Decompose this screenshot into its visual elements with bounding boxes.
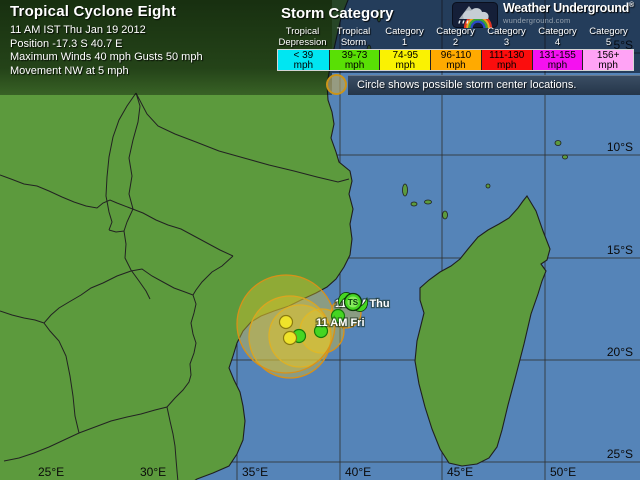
storm-title: Tropical Cyclone Eight <box>10 3 177 20</box>
island <box>442 210 448 220</box>
forecast-position-dot <box>330 308 346 324</box>
island <box>402 183 408 197</box>
category-header: Category 5 <box>589 26 628 48</box>
header-detail-line: Position -17.3 S 40.7 E <box>10 37 123 50</box>
storm-icon: TS <box>337 292 369 312</box>
category-cells: < 39 mph 39-73 mph 74-95 mph 96-110 mph 111-130 m… <box>277 49 634 71</box>
category-header: Tropical Depression <box>278 26 327 48</box>
category-range-cell: 111-130 mph <box>480 50 532 71</box>
grid-label-latitude: 25°S <box>607 447 633 461</box>
island <box>562 154 568 160</box>
logo-name-text: Weather Underground <box>503 1 630 16</box>
grid-label-longitude: 40°E <box>345 465 371 479</box>
storm-layer: 11 AM Thu TS 11 AM Fri <box>236 274 391 379</box>
storm-icon-center <box>347 296 359 308</box>
header-detail-line: Maximum Winds 40 mph Gusts 50 mph <box>10 51 203 63</box>
category-table: Tropical Depression Tropical Storm Category 1… <box>277 26 634 71</box>
header-panel <box>0 0 332 95</box>
logo-registered-mark: ® <box>629 2 634 9</box>
legend-title: Storm Category <box>281 5 394 22</box>
grid-label-latitude: 15°S <box>607 243 633 257</box>
grid-label-longitude: 25°E <box>38 465 64 479</box>
island <box>554 140 562 146</box>
category-header: Category 3 <box>487 26 526 48</box>
header-detail-line: Movement NW at 5 mph <box>10 64 129 77</box>
forecast-position-dot <box>282 330 298 346</box>
grid-label-longitude: 45°E <box>447 465 473 479</box>
africa-coastline <box>0 0 354 480</box>
category-header: Tropical Storm <box>336 26 371 48</box>
grid-label-longitude: 35°E <box>242 465 268 479</box>
category-headers: Tropical Depression Tropical Storm Category 1… <box>277 26 634 49</box>
forecast-position-dot <box>313 323 329 339</box>
track-label-day2: 11 AM Fri <box>316 317 365 329</box>
grid-label-latitude: 20°S <box>607 345 633 359</box>
category-header: Category 2 <box>436 26 475 48</box>
category-header: Category 4 <box>538 26 577 48</box>
wunderground-logo: Weather Underground® wunderground.com <box>452 2 634 28</box>
category-range-cell: 39-73 mph <box>328 50 380 71</box>
island <box>485 183 491 189</box>
logo-text: Weather Underground® wunderground.com <box>503 2 634 24</box>
circle-note: Circle shows possible storm center locat… <box>348 75 640 95</box>
category-range-cell: 156+ mph <box>582 50 634 71</box>
grid-label-longitude: 30°E <box>140 465 166 479</box>
country-borders <box>0 92 350 480</box>
category-header: Category 1 <box>385 26 424 48</box>
logo-name: Weather Underground® <box>503 2 634 15</box>
grid-label-latitude: 10°S <box>607 140 633 154</box>
madagascar <box>414 195 551 467</box>
category-range-cell: 74-95 mph <box>379 50 431 71</box>
island <box>410 201 418 207</box>
logo-domain: wunderground.com <box>503 15 571 25</box>
storm-icon-label: TS <box>348 298 359 307</box>
grid-labels: 25°E30°E35°E40°E45°E50°E5°S10°S15°S20°S2… <box>38 38 633 479</box>
category-range-cell: 131-155 mph <box>531 50 583 71</box>
island <box>424 199 432 205</box>
storm-dots <box>278 308 346 346</box>
header-details: 11 AM IST Thu Jan 19 2012 Position -17.3 … <box>10 24 203 78</box>
wunderground-cloud-icon <box>452 2 498 28</box>
category-range-cell: 96-110 mph <box>430 50 481 71</box>
forecast-position-dot <box>278 314 294 330</box>
grid-label-longitude: 50°E <box>550 465 576 479</box>
storm-info: Tropical Cyclone Eight 11 AM IST Thu Jan… <box>10 3 203 78</box>
header-detail-line: 11 AM IST Thu Jan 19 2012 <box>10 24 146 36</box>
uncertainty-circle-icon <box>326 74 347 95</box>
category-range-cell: < 39 mph <box>278 50 329 71</box>
